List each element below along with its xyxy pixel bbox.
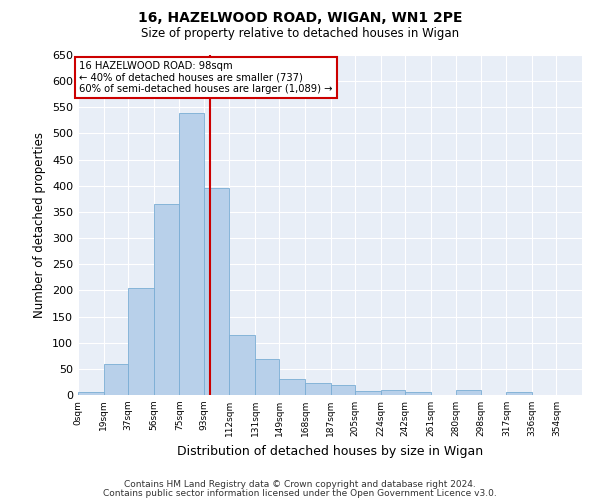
Text: Contains public sector information licensed under the Open Government Licence v3: Contains public sector information licen…: [103, 488, 497, 498]
Bar: [405, 392, 431, 395]
Bar: [203, 188, 229, 395]
Bar: [255, 360, 280, 395]
Bar: [331, 384, 355, 395]
Bar: [229, 335, 255, 395]
X-axis label: Distribution of detached houses by size in Wigan: Distribution of detached houses by size …: [177, 444, 483, 458]
Text: Contains HM Land Registry data © Crown copyright and database right 2024.: Contains HM Land Registry data © Crown c…: [124, 480, 476, 489]
Bar: [78, 392, 104, 395]
Bar: [380, 390, 405, 395]
Bar: [457, 390, 481, 395]
Bar: [506, 392, 532, 395]
Bar: [128, 288, 154, 395]
Y-axis label: Number of detached properties: Number of detached properties: [34, 132, 46, 318]
Bar: [179, 112, 203, 395]
Bar: [305, 384, 331, 395]
Text: 16 HAZELWOOD ROAD: 98sqm
← 40% of detached houses are smaller (737)
60% of semi-: 16 HAZELWOOD ROAD: 98sqm ← 40% of detach…: [79, 62, 333, 94]
Bar: [280, 380, 305, 395]
Text: Size of property relative to detached houses in Wigan: Size of property relative to detached ho…: [141, 28, 459, 40]
Bar: [154, 204, 179, 395]
Bar: [355, 391, 380, 395]
Bar: [104, 364, 128, 395]
Text: 16, HAZELWOOD ROAD, WIGAN, WN1 2PE: 16, HAZELWOOD ROAD, WIGAN, WN1 2PE: [138, 11, 462, 25]
